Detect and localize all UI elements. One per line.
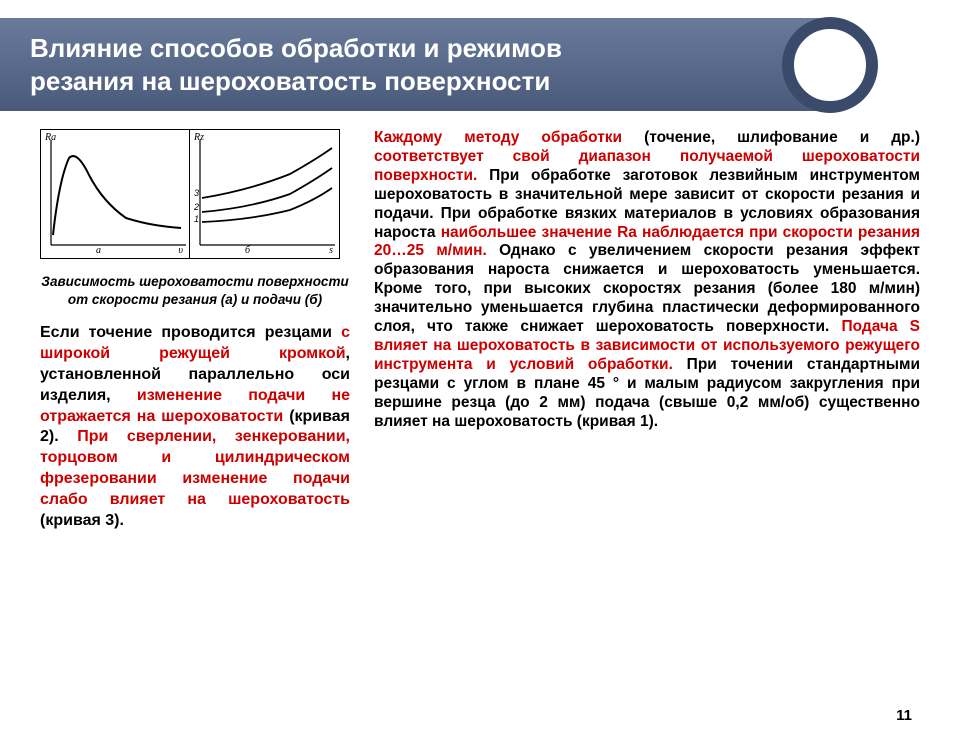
chart-caption: Зависимость шероховатости поверхности от… (40, 273, 350, 309)
svg-text:3: 3 (194, 188, 199, 198)
chart-a-ylabel: Ra (45, 132, 56, 143)
charts-container: Ra а υ Rz 3 2 1 (40, 129, 340, 259)
slide-title: Влияние способов обработки и режимов рез… (30, 32, 840, 97)
chart-a-bottom-right: υ (178, 245, 183, 256)
page-number: 11 (896, 707, 912, 724)
rt-r1: Каждому методу обработки (374, 129, 644, 146)
title-line1: Влияние способов обработки и режимов (30, 33, 562, 63)
lt-r3: При сверлении, зенкеровании, торцовом и … (40, 428, 350, 507)
chart-b-ylabel: Rz (194, 132, 204, 143)
svg-text:1: 1 (194, 214, 199, 224)
left-paragraph: Если точение проводится резцами с широко… (40, 323, 350, 531)
content-area: Ra а υ Rz 3 2 1 (0, 111, 960, 541)
chart-b-svg: 3 2 1 (190, 130, 340, 260)
chart-a-bottom-left: а (96, 245, 101, 256)
right-paragraph: Каждому методу обработки (точение, шлифо… (374, 129, 920, 432)
chart-a-svg (41, 130, 191, 260)
left-column: Ra а υ Rz 3 2 1 (40, 129, 350, 531)
svg-text:2: 2 (193, 202, 199, 212)
rt-b1: (точение, шлифование и др.) (644, 129, 920, 146)
chart-b-bottom-left: б (245, 245, 250, 256)
lt-b1: Если точение проводится резцами (40, 324, 341, 341)
lt-b4: (кривая 3). (40, 512, 124, 529)
chart-b: Rz 3 2 1 б s (190, 130, 339, 258)
chart-b-bottom-right: s (329, 245, 333, 256)
right-column: Каждому методу обработки (точение, шлифо… (374, 129, 920, 531)
title-line2: резания на шероховатость поверхности (30, 66, 550, 96)
slide-header: Влияние способов обработки и режимов рез… (0, 18, 870, 111)
chart-a: Ra а υ (41, 130, 190, 258)
